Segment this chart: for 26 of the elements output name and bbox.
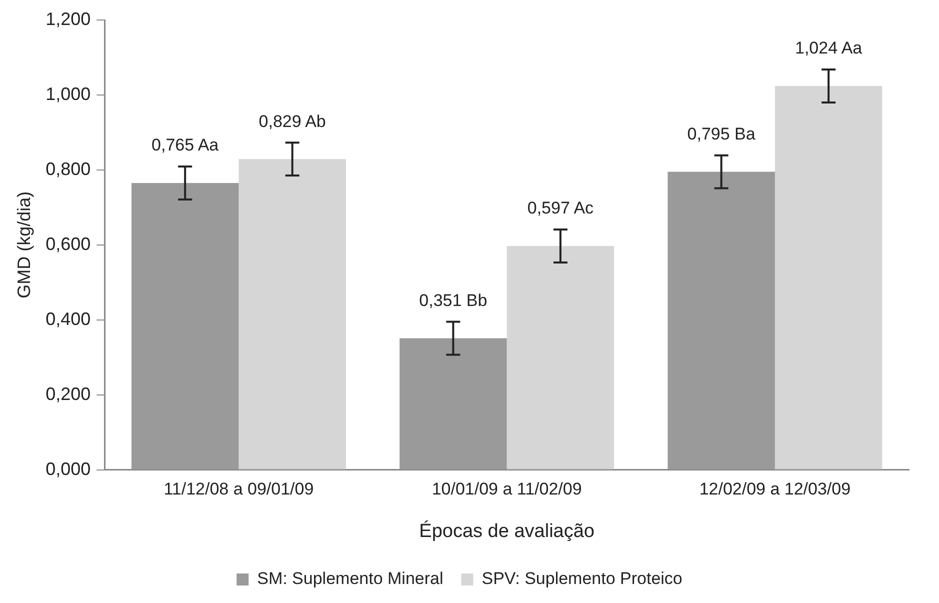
y-tick-label: 0,400 [46, 308, 91, 329]
y-tick-label: 0,600 [46, 234, 91, 254]
data-label: 0,829 Ab [258, 112, 326, 131]
data-label: 0,795 Ba [687, 124, 756, 144]
y-tick-label: 0,800 [46, 158, 91, 179]
bar [668, 172, 775, 470]
data-label: 1,024 Aa [795, 38, 863, 58]
bar [238, 159, 346, 470]
x-tick-label: 10/01/09 a 11/02/09 [432, 480, 582, 499]
data-label: 0,765 Aa [152, 136, 220, 155]
x-tick-label: 12/02/09 a 12/03/09 [699, 480, 851, 499]
bar [400, 338, 507, 470]
y-axis-title: GMD (kg/dia) [14, 191, 34, 298]
x-tick-label: 11/12/08 a 09/01/09 [164, 480, 314, 499]
data-label: 0,597 Ac [527, 198, 594, 218]
y-tick-label: 1,000 [46, 84, 91, 104]
y-tick-label: 1,200 [46, 8, 91, 29]
legend-label: SPV: Suplemento Proteico [482, 569, 682, 588]
bar [506, 246, 614, 470]
data-label: 0,351 Bb [419, 290, 488, 310]
y-tick-label: 0,000 [46, 458, 91, 479]
y-tick-label: 0,200 [46, 384, 91, 404]
x-axis-title: Épocas de avaliação [419, 520, 594, 542]
bar [131, 183, 239, 470]
legend-label: SM: Suplemento Mineral [257, 569, 444, 588]
bar [774, 86, 882, 470]
